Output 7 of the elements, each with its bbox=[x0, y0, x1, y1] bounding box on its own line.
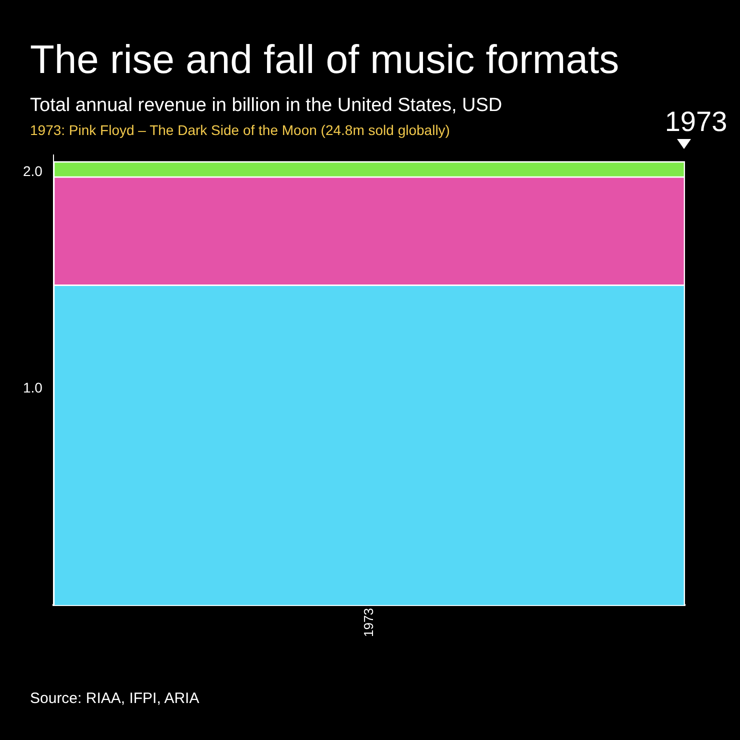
y-tick-label: 2.0 bbox=[22, 163, 43, 180]
text: 1973: Pink Floyd – The Dark Side of the Moon (24.8m sold globally) bbox=[30, 122, 450, 138]
source-note: Source: RIAA, IFPI, ARIA bbox=[30, 690, 200, 707]
chart-subtitle: Total annual revenue in billion in the United States, USD bbox=[30, 95, 502, 117]
y-tick-label: 1.0 bbox=[22, 380, 43, 396]
text: 1973 bbox=[664, 106, 728, 137]
chart-title: The rise and fall of music formats bbox=[30, 38, 620, 83]
